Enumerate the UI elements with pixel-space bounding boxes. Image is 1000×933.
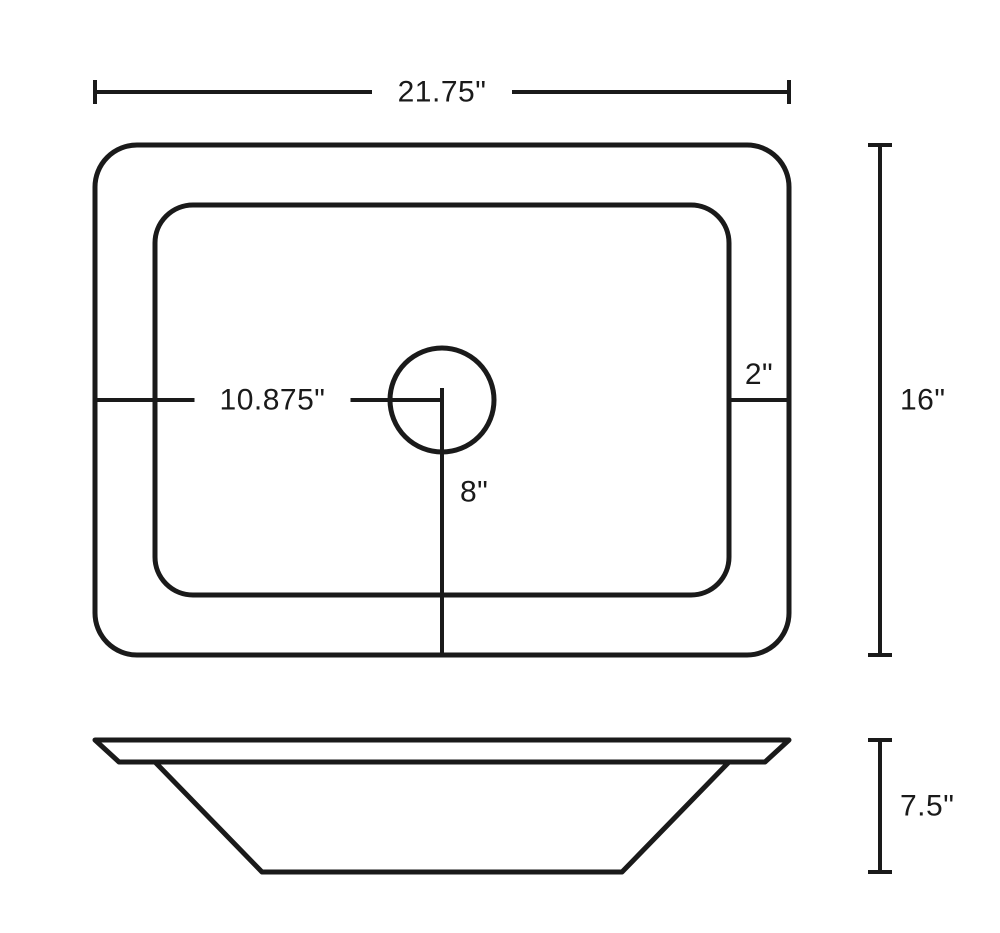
side-rim (95, 740, 789, 762)
dim-width-label: 21.75" (398, 76, 487, 109)
dim-depth-label: 7.5" (900, 790, 954, 823)
dim-center_y-label: 8" (460, 476, 488, 509)
dim-center_x-label: 10.875" (220, 384, 326, 417)
side-bowl (155, 762, 729, 872)
dim-rim-label: 2" (745, 358, 773, 391)
dim-height-label: 16" (900, 384, 946, 417)
technical-drawing: 21.75" 16" 7.5" 2" 10.875" 8" (0, 0, 1000, 933)
